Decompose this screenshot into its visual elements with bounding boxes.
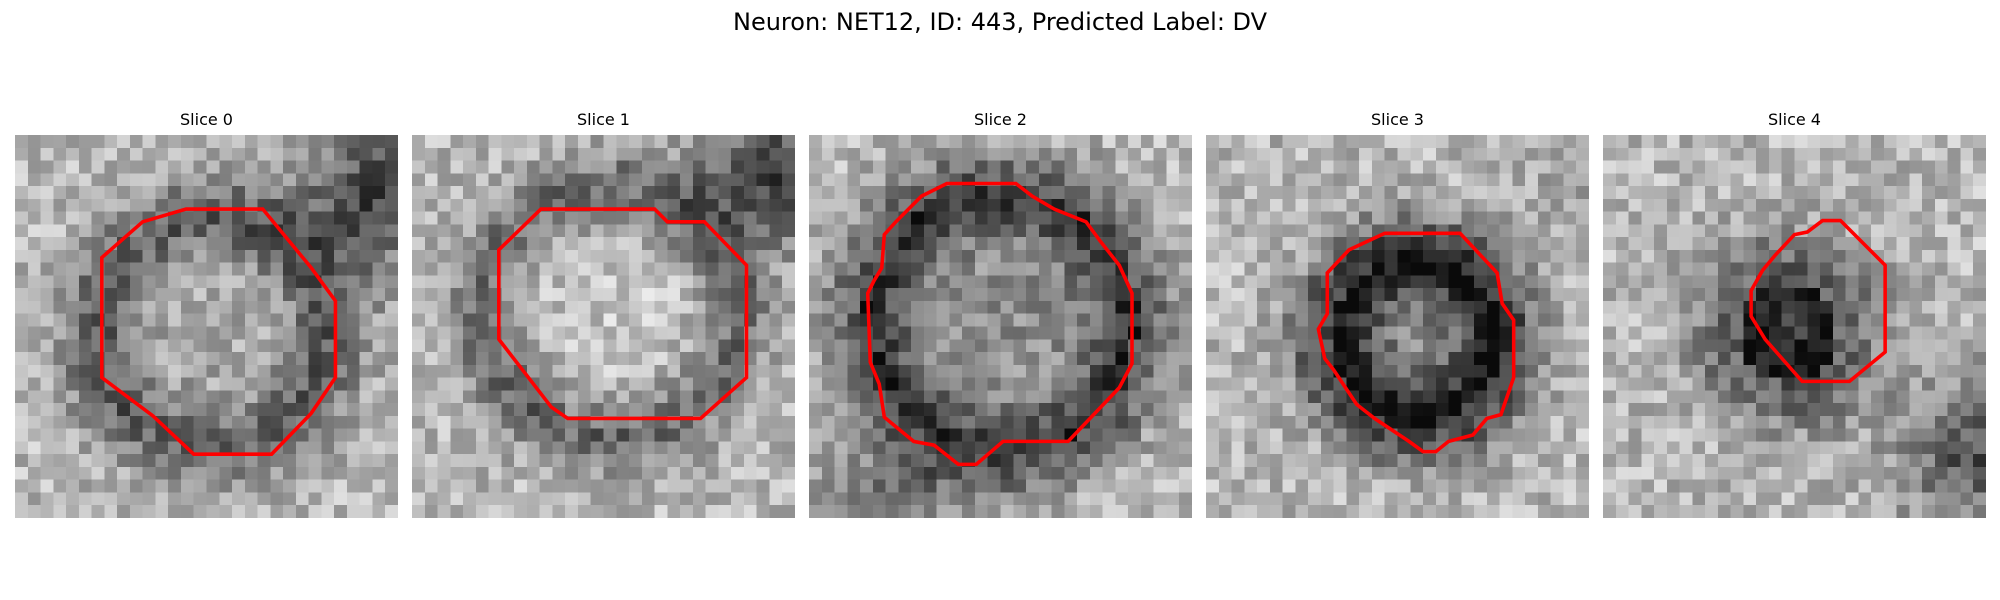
slice-title-4: Slice 4	[1603, 108, 1986, 132]
slice-title-0: Slice 0	[15, 108, 398, 132]
slice-image-3	[1206, 135, 1589, 518]
grayscale-texture	[809, 135, 1192, 518]
slice-image-0	[15, 135, 398, 518]
slice-panel-4: Slice 4	[1603, 108, 1986, 518]
slice-panel-2: Slice 2	[809, 108, 1192, 518]
slice-panel-3: Slice 3	[1206, 108, 1589, 518]
slice-title-2: Slice 2	[809, 108, 1192, 132]
slice-title-1: Slice 1	[412, 108, 795, 132]
figure-title: Neuron: NET12, ID: 443, Predicted Label:…	[0, 6, 2000, 38]
slice-image-1	[412, 135, 795, 518]
grayscale-texture	[15, 135, 398, 518]
slice-title-3: Slice 3	[1206, 108, 1589, 132]
slice-panel-0: Slice 0	[15, 108, 398, 518]
grayscale-texture	[1206, 135, 1589, 518]
slice-image-4	[1603, 135, 1986, 518]
slice-panel-1: Slice 1	[412, 108, 795, 518]
slice-image-2	[809, 135, 1192, 518]
grayscale-texture	[412, 135, 795, 518]
grayscale-texture	[1603, 135, 1986, 518]
